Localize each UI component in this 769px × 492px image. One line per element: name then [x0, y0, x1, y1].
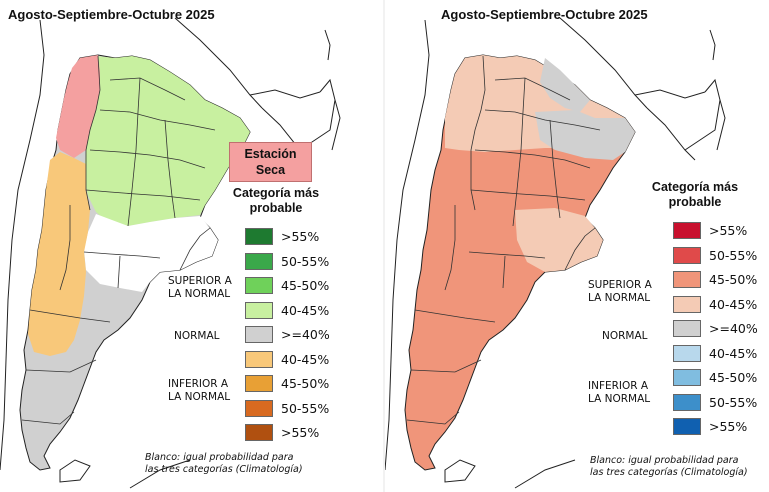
zone-climatology-center — [84, 214, 218, 292]
legend-group-superior: SUPERIOR A LA NORMAL — [588, 279, 652, 304]
legend-swatch — [673, 344, 701, 362]
legend-swatch — [245, 375, 273, 392]
province-borders — [21, 55, 216, 425]
zone-normal-north — [540, 58, 590, 112]
legend-label: >55% — [281, 229, 320, 244]
legend-swatch — [673, 246, 701, 264]
legend-title: Categoría más probable — [651, 180, 739, 209]
legend-label: 45-50% — [709, 272, 758, 287]
legend-title: Categoría más probable — [232, 186, 320, 215]
legend-label: >=40% — [281, 327, 330, 342]
argentina-map-precipitation — [0, 17, 341, 489]
dry-season-badge: Estación Seca — [229, 142, 312, 182]
neighbour-borders — [385, 17, 726, 489]
legend-group-inferior: INFERIOR A LA NORMAL — [168, 378, 231, 403]
legend-label: >=40% — [709, 321, 758, 336]
legend-label: 50-55% — [709, 394, 758, 410]
legend-label: >55% — [709, 223, 748, 238]
climatology-note: Blanco: igual probabilidad para las tres… — [590, 455, 748, 478]
legend-swatch — [245, 301, 273, 319]
legend-label: >55% — [281, 425, 320, 440]
legend-label: 40-45% — [709, 296, 758, 312]
legend-swatch — [245, 277, 273, 294]
argentina-map-temperature — [385, 17, 726, 489]
legend-label: 45-50% — [281, 278, 330, 293]
zone-dry-season — [56, 55, 100, 158]
legend-swatch — [245, 424, 273, 441]
legend-swatch — [245, 326, 273, 343]
legend-swatch — [673, 369, 701, 386]
legend-group-normal: NORMAL — [174, 330, 220, 342]
legend-swatch — [673, 222, 701, 239]
zone-above-normal-40-45-center — [515, 208, 603, 272]
legend-label: 40-45% — [709, 345, 758, 361]
map-panel-precipitation: Agosto-Septiembre-Octubre 2025 Estación … — [0, 0, 384, 492]
map-panel-temperature: Agosto-Septiembre-Octubre 2025 Categoría… — [385, 0, 769, 492]
legend-swatch — [245, 228, 273, 245]
legend-label: 50-55% — [281, 400, 330, 416]
legend-label: 50-55% — [281, 253, 330, 269]
legend-label: 40-45% — [281, 302, 330, 318]
map-title: Agosto-Septiembre-Octubre 2025 — [8, 7, 215, 22]
legend-label: 40-45% — [281, 351, 330, 367]
legend-swatch — [673, 295, 701, 313]
argentina-outline — [404, 54, 636, 471]
legend-label: >55% — [709, 419, 748, 434]
legend-group-superior: SUPERIOR A LA NORMAL — [168, 275, 232, 300]
legend-swatch — [673, 418, 701, 435]
legend-swatch — [673, 320, 701, 337]
zone-above-normal-40-45 — [84, 56, 250, 226]
climatology-note: Blanco: igual probabilidad para las tres… — [145, 452, 303, 475]
legend-swatch — [673, 271, 701, 288]
legend-swatch — [245, 399, 273, 417]
legend-label: 45-50% — [281, 376, 330, 391]
map-title: Agosto-Septiembre-Octubre 2025 — [441, 7, 648, 22]
legend-swatch — [245, 252, 273, 270]
legend-label: 45-50% — [709, 370, 758, 385]
panel-divider — [383, 0, 385, 492]
legend-swatch — [673, 393, 701, 411]
legend-group-inferior: INFERIOR A LA NORMAL — [588, 380, 651, 405]
zone-below-normal-40-45 — [28, 152, 90, 356]
legend-label: 50-55% — [709, 247, 758, 263]
province-borders — [406, 55, 601, 425]
legend-group-normal: NORMAL — [602, 330, 648, 342]
legend-swatch — [245, 350, 273, 368]
